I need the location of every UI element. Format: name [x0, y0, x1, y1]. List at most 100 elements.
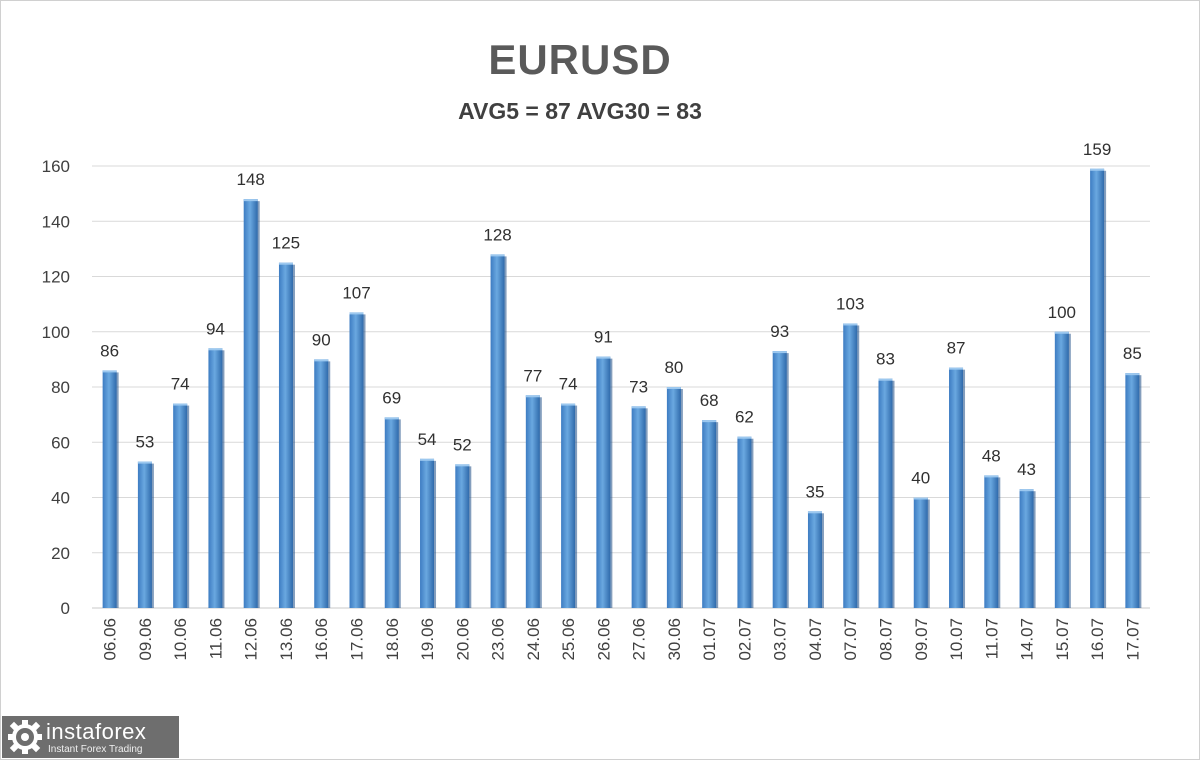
gear-logo-icon — [8, 720, 42, 754]
bar-cap — [984, 475, 999, 478]
bar-cap — [137, 461, 152, 464]
y-tick-label: 60 — [51, 433, 70, 452]
bar-cap — [737, 436, 752, 439]
bar-02.07 — [737, 436, 752, 608]
bar-cap — [772, 351, 787, 354]
logo-tagline: Instant Forex Trading — [48, 744, 143, 755]
bar-01.07 — [702, 420, 717, 608]
x-tick-label: 16.06 — [312, 618, 331, 661]
bar-03.07 — [772, 351, 787, 608]
x-tick-label: 27.06 — [630, 618, 649, 661]
x-tick-label: 13.06 — [277, 618, 296, 661]
x-tick-label: 14.07 — [1018, 618, 1037, 661]
data-label: 62 — [735, 408, 754, 427]
x-tick-label: 11.07 — [982, 618, 1001, 659]
bar-cap — [1125, 373, 1140, 376]
data-label: 74 — [171, 375, 190, 394]
data-label: 100 — [1048, 303, 1076, 322]
x-tick-label: 09.06 — [136, 618, 155, 661]
bar-20.06 — [455, 464, 470, 608]
bar-cap — [1019, 489, 1034, 492]
x-tick-label: 19.06 — [418, 618, 437, 661]
y-tick-label: 100 — [42, 323, 70, 342]
bar-17.07 — [1125, 373, 1140, 608]
bar-cap — [878, 378, 893, 381]
bar-09.06 — [137, 461, 152, 608]
x-tick-label: 18.06 — [383, 618, 402, 661]
bar-04.07 — [807, 511, 822, 608]
data-label: 86 — [100, 341, 119, 360]
x-tick-label: 02.07 — [735, 618, 754, 661]
data-label: 77 — [523, 366, 542, 385]
x-tick-label: 24.06 — [524, 618, 543, 661]
bar-27.06 — [631, 406, 646, 608]
x-tick-label: 25.06 — [559, 618, 578, 661]
bar-25.06 — [561, 403, 576, 608]
bar-15.07 — [1054, 331, 1069, 608]
data-label: 69 — [382, 388, 401, 407]
data-label: 94 — [206, 319, 225, 338]
x-tick-label: 26.06 — [594, 618, 613, 661]
bar-12.06 — [243, 199, 258, 608]
data-label: 107 — [342, 283, 370, 302]
bar-cap — [455, 464, 470, 467]
bar-cap — [631, 406, 646, 409]
data-label: 91 — [594, 328, 613, 347]
x-tick-label: 11.06 — [206, 618, 225, 659]
x-tick-label: 03.07 — [771, 618, 790, 661]
bar-08.07 — [878, 378, 893, 608]
y-tick-label: 20 — [51, 544, 70, 563]
x-tick-label: 10.06 — [171, 618, 190, 661]
bar-cap — [349, 312, 364, 315]
bar-cap — [666, 387, 681, 389]
bar-19.06 — [420, 458, 435, 608]
data-label: 83 — [876, 350, 895, 369]
x-tick-label: 12.06 — [242, 618, 261, 661]
data-label: 68 — [700, 391, 719, 410]
bar-cap — [807, 511, 822, 514]
data-label: 93 — [770, 322, 789, 341]
y-tick-label: 120 — [42, 268, 70, 287]
x-tick-label: 04.07 — [806, 618, 825, 661]
x-tick-label: 20.06 — [453, 618, 472, 661]
bar-cap — [702, 420, 717, 423]
x-tick-label: 06.06 — [101, 618, 120, 661]
data-label: 74 — [559, 375, 578, 394]
x-tick-label: 10.07 — [947, 618, 966, 661]
bar-cap — [173, 403, 188, 406]
bar-18.06 — [384, 417, 399, 608]
data-label: 159 — [1083, 140, 1111, 159]
data-label: 85 — [1123, 344, 1142, 363]
x-tick-label: 17.07 — [1123, 618, 1142, 661]
data-label: 80 — [664, 358, 683, 377]
bar-07.07 — [843, 323, 858, 608]
bar-cap — [420, 458, 435, 461]
bar-26.06 — [596, 356, 611, 608]
x-tick-label: 09.07 — [912, 618, 931, 661]
bar-cap — [1090, 168, 1105, 171]
data-label: 48 — [982, 446, 1001, 465]
axis-labels: 0 20 40 60 80 100 120 140 160 — [42, 157, 70, 618]
bar-11.07 — [984, 475, 999, 608]
bar-17.06 — [349, 312, 364, 608]
bar-cap — [384, 417, 399, 420]
bar-cap — [1054, 331, 1069, 334]
data-label: 125 — [272, 234, 300, 253]
y-tick-label: 160 — [42, 157, 70, 176]
bar-cap — [243, 199, 258, 202]
data-label: 35 — [806, 482, 825, 501]
bar-cap — [314, 359, 329, 362]
bar-cap — [102, 370, 117, 373]
bar-10.06 — [173, 403, 188, 608]
x-tick-label: 23.06 — [489, 618, 508, 661]
bar-cap — [490, 254, 505, 257]
x-tick-label: 30.06 — [665, 618, 684, 661]
bar-16.06 — [314, 359, 329, 608]
bars — [102, 168, 1142, 608]
y-tick-label: 40 — [51, 489, 70, 508]
data-labels: 86 53 74 94 148 125 90 107 69 54 52 128 77 74 91 73 80 68… — [100, 140, 1142, 502]
data-label: 128 — [483, 225, 511, 244]
x-tick-labels: 06.06 09.06 10.06 11.06 12.06 13.06 16.06 17.06… — [101, 618, 1143, 661]
data-label: 90 — [312, 330, 331, 349]
